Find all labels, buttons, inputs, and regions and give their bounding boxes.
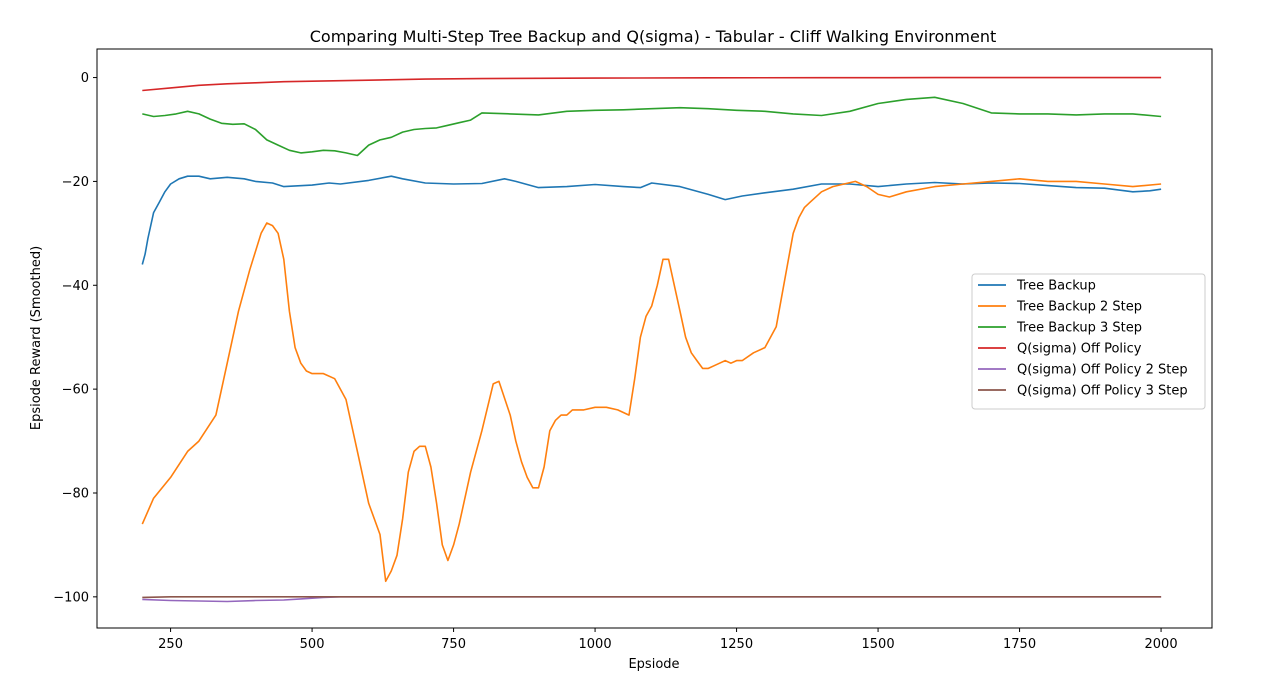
x-tick-label: 2000 [1145, 637, 1178, 652]
y-tick-label: 0 [81, 71, 89, 86]
legend-label: Q(sigma) Off Policy 3 Step [1017, 384, 1188, 399]
series-line-1 [141, 175, 1162, 265]
x-axis: 250 500 750 1000 1250 1500 1750 2000 [158, 628, 1178, 652]
y-tick-label: −20 [62, 175, 89, 190]
x-tick-label: 1000 [579, 637, 612, 652]
series-line-6 [142, 595, 1162, 599]
y-axis: 0 −20 −40 −60 −80 −100 [53, 71, 97, 605]
x-tick-label: 750 [441, 637, 466, 652]
series-line-3 [142, 96, 1162, 157]
legend: Tree Backup Tree Backup 2 Step Tree Backup… [971, 273, 1206, 410]
legend-label: Q(sigma) Off Policy [1017, 342, 1142, 357]
legend-label: Tree Backup [1016, 279, 1096, 294]
x-axis-title: Epsiode [628, 657, 679, 672]
legend-label: Q(sigma) Off Policy 2 Step [1017, 363, 1188, 378]
series-line-4 [142, 76, 1162, 92]
x-tick-label: 1750 [1003, 637, 1036, 652]
series-line-2 [141, 178, 1162, 583]
chart-title: Comparing Multi-Step Tree Backup and Q(s… [310, 27, 996, 46]
legend-box [971, 273, 1206, 410]
legend-label: Tree Backup 2 Step [1016, 300, 1142, 315]
y-tick-label: −40 [62, 279, 89, 294]
legend-label: Tree Backup 3 Step [1016, 321, 1142, 336]
x-tick-label: 500 [300, 637, 325, 652]
plot-area [141, 76, 1162, 603]
y-tick-label: −100 [53, 590, 89, 605]
x-tick-label: 1500 [862, 637, 895, 652]
plot-frame [96, 48, 1213, 629]
y-axis-title: Epsiode Reward (Smoothed) [29, 246, 44, 430]
x-tick-label: 1250 [720, 637, 753, 652]
x-tick-label: 250 [158, 637, 183, 652]
y-tick-label: −80 [62, 486, 89, 501]
y-tick-label: −60 [62, 383, 89, 398]
